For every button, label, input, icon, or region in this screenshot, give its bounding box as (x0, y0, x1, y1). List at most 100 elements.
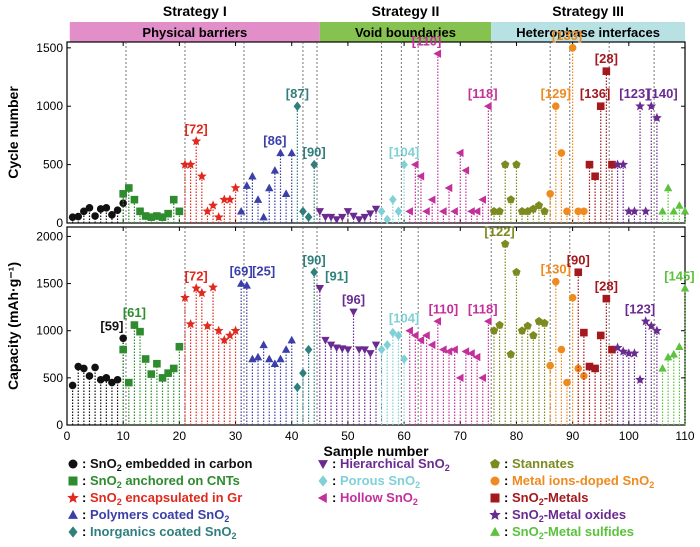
legend-marker-inorg (68, 526, 78, 538)
y-tick-label: 1500 (36, 277, 63, 291)
data-point-hier (326, 341, 336, 350)
legend-marker-cnt (68, 476, 78, 486)
data-point-oxides (635, 101, 645, 111)
data-point-ions (546, 190, 554, 198)
data-point-hollow (422, 207, 430, 216)
y-tick-label: 1000 (36, 99, 63, 113)
data-point-ions (580, 207, 588, 216)
data-point-hier (366, 210, 375, 219)
data-point-hollow (427, 195, 436, 204)
data-point-stannate (512, 160, 521, 169)
panel-frame (66, 226, 686, 426)
data-point-metals (596, 331, 605, 340)
data-point-polymer (270, 359, 280, 367)
data-point-inorg (304, 344, 313, 355)
data-point-inorg (293, 382, 302, 393)
data-point-cnt (147, 213, 156, 221)
data-point-carbon (80, 364, 88, 373)
data-point-cnt (141, 212, 150, 220)
legend-label-oxides: : SnO2-Metal oxides (504, 507, 626, 524)
legend-item-cnt: : SnO2 anchored on CNTs (68, 473, 240, 490)
data-point-cnt (158, 374, 167, 382)
legend-label-cnt: : SnO2 anchored on CNTs (82, 473, 240, 490)
data-point-polymer (259, 212, 268, 221)
x-tick-label: 10 (117, 429, 131, 443)
data-point-oxides (640, 206, 651, 216)
reference-label: [122] (484, 224, 514, 239)
panel-cycle: 0 500 1000 1500 Cycle number [72] [86] [87] [90]… (5, 28, 690, 230)
data-point-hier (315, 285, 324, 293)
data-point-oxides (623, 348, 634, 358)
data-point-hollow (439, 207, 447, 216)
data-point-hollow (478, 195, 486, 204)
data-point-hier (326, 213, 336, 222)
data-point-polymer (265, 354, 274, 363)
data-point-inorg (299, 206, 307, 217)
legend-item-stannate: : Stannates (490, 456, 574, 471)
data-point-hier (360, 213, 369, 222)
data-point-metals (596, 102, 605, 111)
data-point-cnt (158, 213, 167, 221)
data-point-sulfides (675, 201, 684, 209)
reference-label: [86] (263, 133, 286, 148)
data-point-stannate (489, 326, 499, 335)
data-point-inorg (299, 368, 307, 378)
reference-label: [104] (389, 145, 419, 160)
legend-marker-porous (318, 475, 328, 487)
legend-item-polymer: : Polymers coated SnO2 (68, 507, 229, 524)
data-point-cnt (153, 359, 161, 368)
reference-label: [145] (664, 268, 694, 283)
data-point-hier (321, 213, 330, 222)
legend-marker-ions (490, 476, 500, 486)
data-point-oxides (646, 101, 657, 111)
data-point-hollow (416, 172, 425, 181)
data-point-hollow (455, 373, 464, 383)
data-point-hollow (410, 331, 419, 340)
reference-label: [123] (619, 86, 649, 101)
data-point-ions (546, 361, 554, 370)
data-point-gr (213, 212, 224, 222)
strategy-band-label-2: Void boundaries (355, 25, 456, 40)
data-point-oxides (629, 348, 640, 358)
data-point-polymer (281, 345, 291, 353)
data-point-cnt (141, 355, 150, 363)
data-point-stannate (489, 206, 499, 215)
legend-label-ions: : Metal ions-doped SnO2 (504, 473, 654, 490)
data-point-carbon (91, 363, 99, 372)
data-point-sulfides (680, 283, 690, 292)
data-point-ions (568, 293, 577, 302)
x-tick-label: 100 (619, 429, 639, 443)
data-point-stannate (529, 331, 538, 339)
data-point-gr (213, 325, 224, 335)
data-point-oxides (618, 159, 629, 169)
legend-marker-sulfides (490, 526, 500, 536)
data-point-polymer (236, 206, 246, 215)
data-point-carbon (113, 375, 122, 384)
data-point-cnt (164, 209, 172, 218)
data-point-polymer (281, 189, 291, 198)
legend-label-stannate: : Stannates (504, 456, 574, 471)
strategy-title-3: Strategy III (552, 3, 624, 19)
data-point-hollow (405, 207, 413, 216)
data-point-metals (602, 67, 611, 75)
data-point-polymer (236, 279, 246, 287)
strategy-title-2: Strategy II (372, 3, 440, 19)
data-point-stannate (512, 267, 521, 276)
data-point-hollow (416, 335, 425, 345)
data-point-metals (574, 268, 583, 277)
reference-label: [110] (412, 34, 442, 49)
x-tick-label: 20 (173, 429, 187, 443)
data-point-gr (230, 182, 241, 193)
data-point-cnt (119, 190, 127, 198)
legend-item-oxides: : SnO2-Metal oxides (489, 507, 626, 524)
data-point-gr (219, 335, 230, 345)
data-point-polymer (248, 171, 257, 180)
data-point-gr (191, 283, 202, 293)
data-point-hollow (467, 349, 475, 358)
data-point-hollow (472, 207, 481, 216)
y-tick-label: 500 (43, 371, 63, 385)
data-point-carbon (102, 374, 111, 382)
data-point-metals (602, 294, 611, 303)
